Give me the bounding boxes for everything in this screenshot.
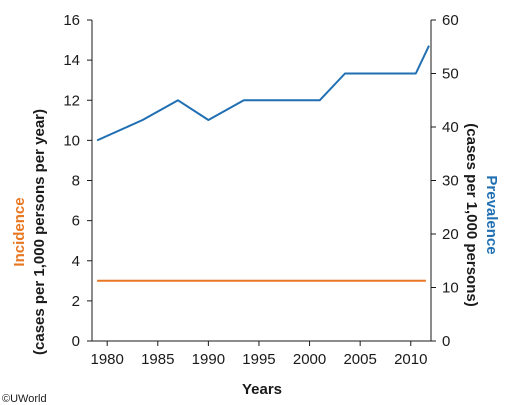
x-tick-label: 1995 <box>242 351 275 368</box>
x-axis-ticks: 1980 1985 1990 1995 2000 2005 2010 <box>90 341 427 368</box>
right-tick-label: 60 <box>442 12 459 29</box>
left-tick-label: 0 <box>72 333 80 350</box>
x-tick-label: 2005 <box>343 351 376 368</box>
x-tick-label: 2010 <box>394 351 427 368</box>
left-axis-title-sub: (cases per 1,000 persons per year) <box>31 109 48 355</box>
left-tick-label: 10 <box>63 132 80 149</box>
x-tick-label: 1985 <box>141 351 174 368</box>
svg-text:(cases per 1,000 persons per y: (cases per 1,000 persons per year) <box>31 109 48 355</box>
right-axis-title: Prevalence (cases per 1,000 persons) <box>463 123 500 306</box>
left-tick-label: 14 <box>63 52 80 69</box>
svg-text:Incidence: Incidence <box>11 197 28 266</box>
copyright-notice: ©UWorld <box>2 393 47 405</box>
left-tick-label: 16 <box>63 12 80 29</box>
series-layer <box>96 45 430 282</box>
svg-text:Prevalence: Prevalence <box>483 175 500 254</box>
left-tick-label: 8 <box>72 173 80 190</box>
right-tick-label: 0 <box>442 333 450 350</box>
left-axis-ticks: 0 2 4 6 8 10 12 14 16 <box>63 12 92 350</box>
right-tick-label: 10 <box>442 280 459 297</box>
right-tick-label: 20 <box>442 226 459 243</box>
right-tick-label: 40 <box>442 119 459 136</box>
left-tick-label: 4 <box>72 253 80 270</box>
right-tick-label: 50 <box>442 66 459 83</box>
axes <box>91 20 432 342</box>
svg-text:(cases per 1,000 persons): (cases per 1,000 persons) <box>463 123 480 306</box>
left-tick-label: 6 <box>72 213 80 230</box>
left-axis-title-main: Incidence <box>11 197 28 266</box>
left-axis-title: Incidence (cases per 1,000 persons per y… <box>11 109 48 355</box>
x-tick-label: 1980 <box>90 351 123 368</box>
right-axis-title-main: Prevalence <box>483 175 500 254</box>
left-tick-label: 12 <box>63 92 80 109</box>
x-tick-label: 2000 <box>293 351 326 368</box>
x-tick-label: 1990 <box>192 351 225 368</box>
right-tick-label: 30 <box>442 173 459 190</box>
right-axis-ticks: 0 10 20 30 40 50 60 <box>431 12 459 350</box>
right-axis-title-sub: (cases per 1,000 persons) <box>463 123 480 306</box>
left-tick-label: 2 <box>72 293 80 310</box>
x-axis-title: Years <box>242 381 282 398</box>
prevalence-series-line <box>96 45 430 142</box>
